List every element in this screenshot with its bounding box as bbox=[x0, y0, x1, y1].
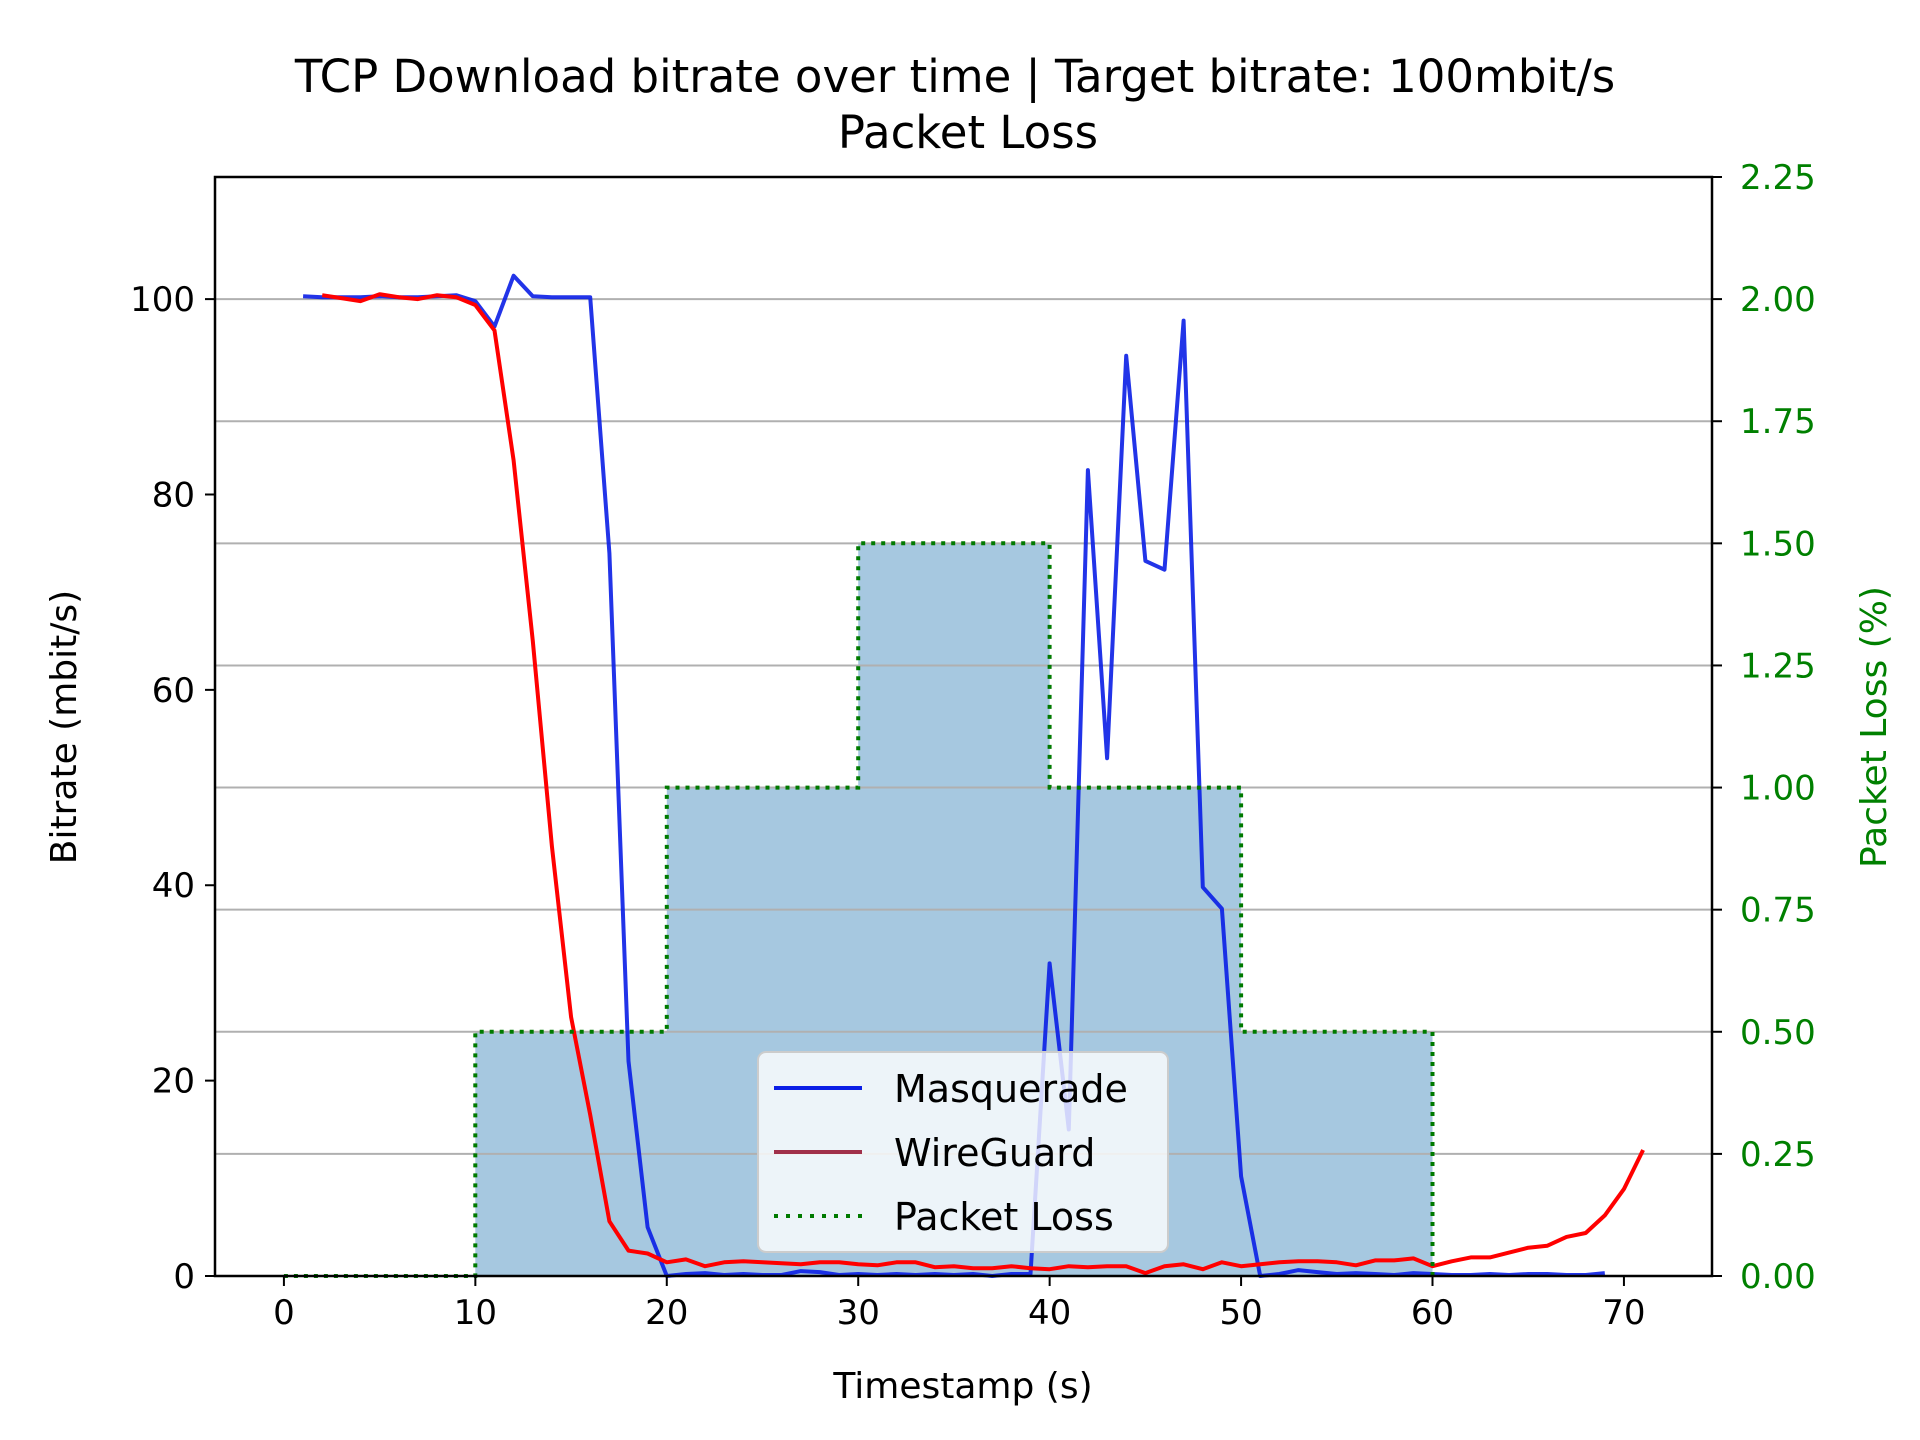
y2-tick-label-0: 0.00 bbox=[1740, 1257, 1816, 1297]
x-tick-label-30: 30 bbox=[837, 1293, 880, 1333]
y2-tick-label-7: 1.75 bbox=[1740, 402, 1816, 442]
x-tick-label-10: 10 bbox=[454, 1293, 497, 1333]
legend-box bbox=[757, 1051, 1169, 1253]
legend-label-wireguard: WireGuard bbox=[894, 1131, 1095, 1175]
x-axis-label: Timestamp (s) bbox=[832, 1366, 1092, 1407]
y-ticks-left: 0 20 40 60 80 100 bbox=[130, 280, 215, 1297]
y2-axis-label: Packet Loss (%) bbox=[1854, 586, 1895, 868]
y-tick-label-100: 100 bbox=[130, 280, 195, 320]
series-line-wireguard bbox=[321, 292, 1645, 1276]
legend: Masquerade WireGuard Packet Loss bbox=[757, 1051, 1169, 1253]
y-tick-label-60: 60 bbox=[152, 671, 195, 711]
y-tick-label-20: 20 bbox=[152, 1062, 195, 1102]
x-tick-label-0: 0 bbox=[273, 1293, 295, 1333]
x-tick-label-50: 50 bbox=[1219, 1293, 1262, 1333]
plot-frame bbox=[213, 175, 1714, 1278]
x-ticks: 0 10 20 30 40 50 60 70 bbox=[273, 1276, 1646, 1333]
y2-tick-label-6: 1.50 bbox=[1740, 524, 1816, 564]
x-tick-label-40: 40 bbox=[1028, 1293, 1071, 1333]
y2-tick-label-3: 0.75 bbox=[1740, 891, 1816, 931]
x-tick-label-20: 20 bbox=[645, 1293, 688, 1333]
y-ticks-right: 0.00 0.25 0.50 0.75 1.00 1.25 1.50 1.75 2.00 2.25 bbox=[1712, 158, 1816, 1297]
x-tick-label-60: 60 bbox=[1411, 1293, 1454, 1333]
chart-subtitle: Packet Loss bbox=[838, 106, 1098, 159]
y2-tick-label-4: 1.00 bbox=[1740, 769, 1816, 809]
y-axis-label: Bitrate (mbit/s) bbox=[44, 590, 85, 864]
x-tick-label-70: 70 bbox=[1602, 1293, 1645, 1333]
y2-tick-label-5: 1.25 bbox=[1740, 646, 1816, 686]
y-tick-label-40: 40 bbox=[152, 866, 195, 906]
legend-label-masquerade: Masquerade bbox=[894, 1067, 1128, 1111]
y2-tick-label-9: 2.25 bbox=[1740, 158, 1816, 198]
chart-title: TCP Download bitrate over time | Target … bbox=[294, 50, 1615, 103]
y2-tick-label-2: 0.50 bbox=[1740, 1013, 1816, 1053]
y-tick-label-0: 0 bbox=[173, 1257, 195, 1297]
y2-tick-label-8: 2.00 bbox=[1740, 280, 1816, 320]
legend-label-packet-loss: Packet Loss bbox=[894, 1195, 1114, 1239]
y2-tick-label-1: 0.25 bbox=[1740, 1135, 1816, 1175]
y-tick-label-80: 80 bbox=[152, 475, 195, 515]
